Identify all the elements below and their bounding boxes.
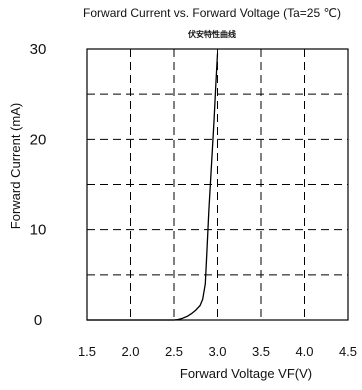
chart-title: Forward Current vs. Forward Voltage (Ta=… bbox=[83, 6, 341, 20]
x-tick-label: 2.5 bbox=[165, 344, 183, 359]
x-tick-label: 3.0 bbox=[208, 344, 226, 359]
y-tick-label: 10 bbox=[30, 222, 47, 239]
x-tick-label: 2.0 bbox=[121, 344, 139, 359]
y-tick-label: 0 bbox=[34, 312, 42, 329]
y-axis-label: Forward Current (mA) bbox=[8, 103, 23, 229]
x-tick-label: 3.5 bbox=[252, 344, 270, 359]
y-tick-label: 30 bbox=[30, 41, 47, 58]
y-tick-label: 20 bbox=[30, 131, 47, 148]
series-line bbox=[87, 53, 219, 321]
x-tick-label: 1.5 bbox=[78, 344, 96, 359]
x-tick-label: 4.0 bbox=[295, 344, 313, 359]
x-axis-label: Forward Voltage VF(V) bbox=[180, 366, 312, 381]
x-tick-label: 4.5 bbox=[339, 344, 357, 359]
plot-area: 1.5 2.0 2.5 3.0 3.5 4.0 4.5 0 10 20 30 bbox=[30, 41, 357, 359]
chart-subtitle: 伏安特性曲线 bbox=[188, 29, 236, 39]
